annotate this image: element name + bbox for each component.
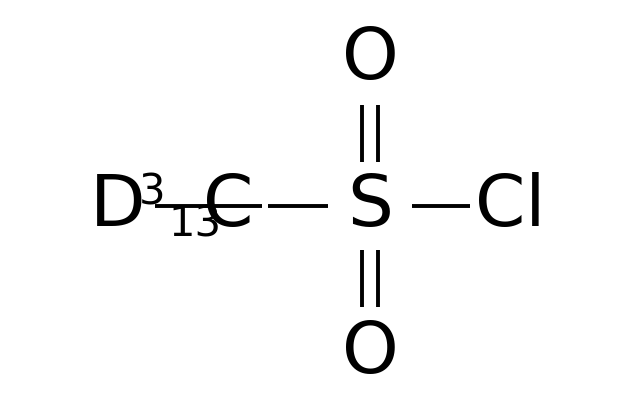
Text: O: O [342, 26, 398, 94]
Text: 13: 13 [168, 204, 221, 245]
Text: O: O [342, 319, 398, 387]
Text: 3: 3 [139, 171, 165, 214]
Text: C: C [203, 172, 253, 241]
Text: S: S [347, 172, 393, 241]
Text: D: D [90, 172, 146, 241]
Text: Cl: Cl [475, 172, 545, 241]
